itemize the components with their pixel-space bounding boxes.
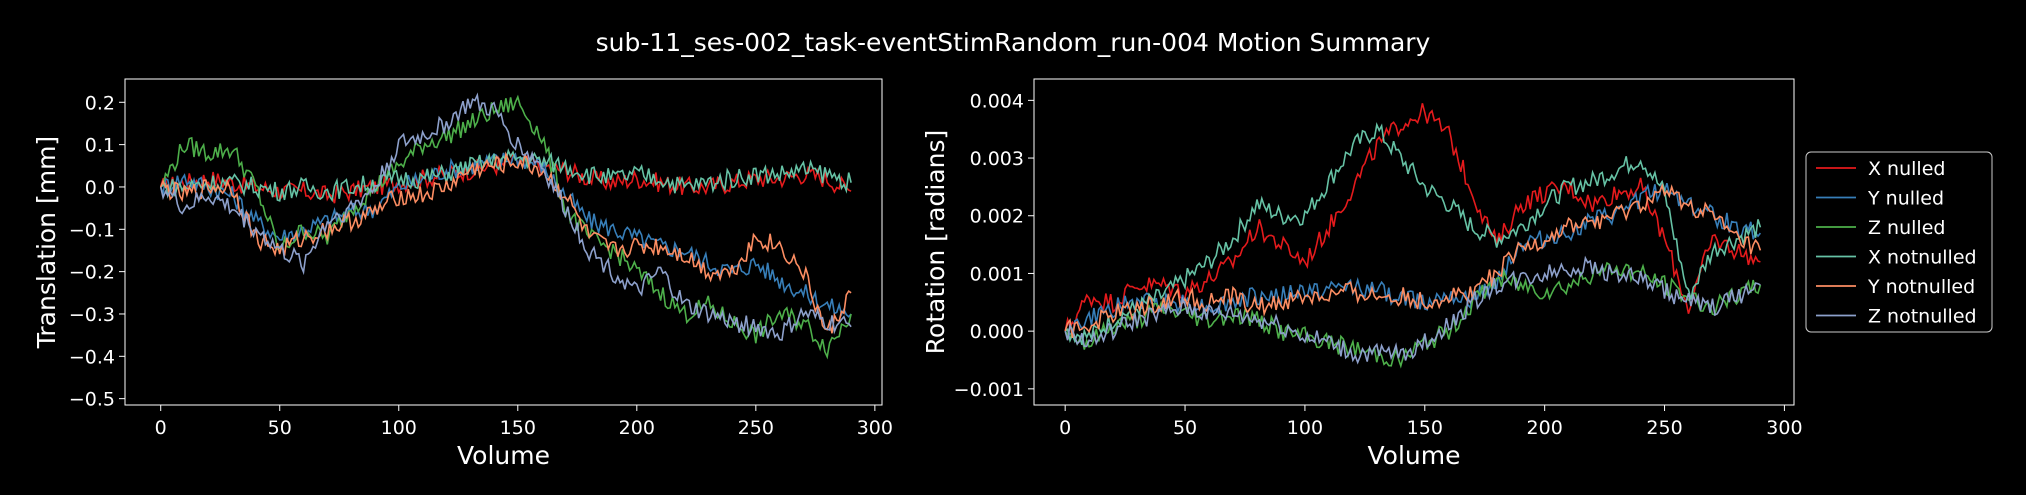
x-tick-label: 250 — [1646, 417, 1682, 439]
y-tick-label: 0.2 — [85, 92, 115, 114]
axes-frame — [1033, 78, 1795, 406]
series-line-z-nulled — [1064, 261, 1762, 369]
y-tick-label: 0.1 — [85, 135, 115, 157]
series-line-z-notnulled — [1064, 255, 1761, 365]
axes-frame — [124, 78, 883, 406]
x-tick-label: 0 — [1059, 417, 1071, 439]
y-axis-label: Rotation [radians] — [921, 130, 950, 355]
axes-1: 0 50 100 150 200 250 300 −0.5 −0.4 −0.3 −0.2 −0.1 0.… — [32, 78, 893, 470]
x-tick-label: 150 — [500, 417, 536, 439]
y-tick-label: 0.003 — [970, 148, 1024, 170]
legend-entry: X nulled — [1868, 158, 1945, 180]
series-line-y-nulled — [1064, 181, 1762, 339]
x-tick-label: 300 — [857, 417, 893, 439]
y-tick-label: 0.001 — [970, 263, 1024, 285]
x-tick-label: 50 — [268, 417, 292, 439]
x-tick-label: 100 — [1287, 417, 1323, 439]
x-tick-label: 150 — [1407, 417, 1443, 439]
y-tick-label: 0.000 — [970, 321, 1024, 343]
series-line-y-notnulled — [159, 151, 852, 334]
legend-entry: Y nulled — [1867, 188, 1944, 210]
x-tick-label: 200 — [1527, 417, 1563, 439]
x-tick-label: 100 — [381, 417, 417, 439]
series-line-z-notnulled — [159, 92, 852, 341]
y-tick-label: −0.2 — [69, 262, 115, 284]
legend: X nulled Y nulled Z nulled X notnulled Y not… — [1805, 151, 1993, 333]
y-tick-label: 0.0 — [85, 177, 115, 199]
series-line-x-notnulled — [160, 148, 852, 203]
y-tick-label: −0.4 — [69, 346, 115, 368]
series-line-y-notnulled — [1064, 183, 1762, 339]
x-tick-label: 50 — [1173, 417, 1197, 439]
x-axis-label: Volume — [1368, 441, 1461, 470]
x-tick-label: 200 — [619, 417, 655, 439]
legend-entry: Z nulled — [1868, 217, 1945, 239]
y-tick-label: 0.004 — [970, 90, 1024, 112]
series-line-x-notnulled — [1064, 122, 1762, 346]
legend-entry: Z notnulled — [1868, 306, 1977, 328]
x-tick-label: 300 — [1766, 417, 1802, 439]
y-axis-label: Translation [mm] — [32, 136, 61, 349]
legend-entry: X notnulled — [1868, 247, 1977, 269]
series-line-z-nulled — [160, 94, 852, 360]
x-axis-label: Volume — [457, 441, 550, 470]
figure-title: sub-11_ses-002_task-eventStimRandom_run-… — [595, 28, 1431, 57]
legend-entry: Y notnulled — [1867, 276, 1975, 298]
series-line-x-nulled — [1064, 103, 1761, 332]
y-tick-label: −0.001 — [954, 379, 1024, 401]
axes-2: 0 50 100 150 200 250 300 −0.001 0.000 0.001 0.002 0… — [921, 78, 1803, 470]
y-tick-label: 0.002 — [970, 206, 1024, 228]
x-tick-label: 0 — [155, 417, 167, 439]
x-tick-label: 250 — [738, 417, 774, 439]
y-tick-label: −0.3 — [69, 304, 115, 326]
y-tick-label: −0.1 — [69, 219, 115, 241]
y-tick-label: −0.5 — [69, 389, 115, 411]
